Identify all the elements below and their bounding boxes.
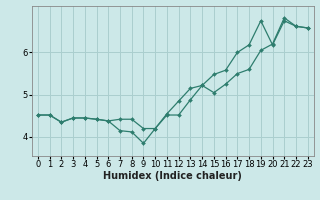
- X-axis label: Humidex (Indice chaleur): Humidex (Indice chaleur): [103, 171, 242, 181]
